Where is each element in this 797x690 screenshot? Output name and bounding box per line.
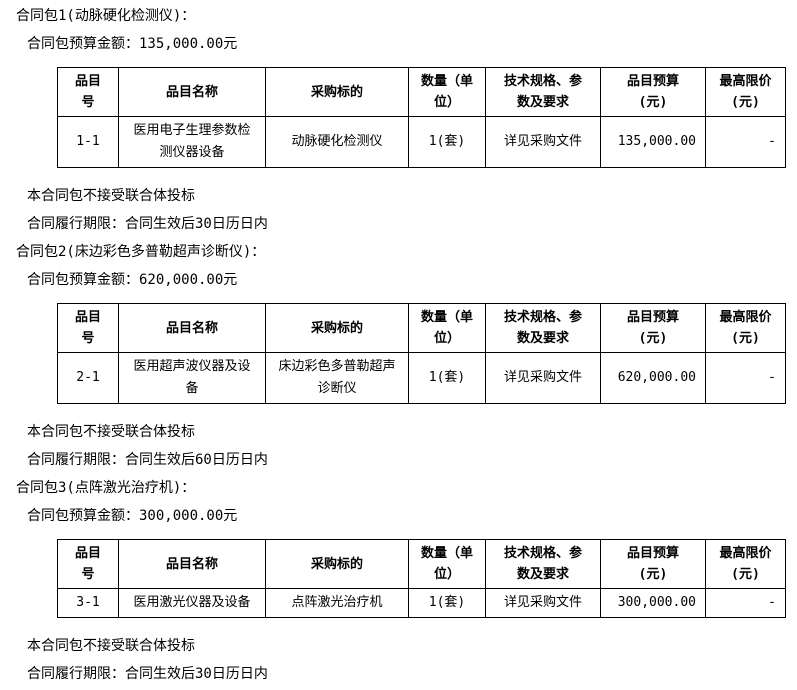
cell-item-no: 3-1 bbox=[57, 588, 119, 618]
package-items-table: 品目 号 品目名称 采购标的 数量（单 位） 技术规格、参 数及要求 品目预算 … bbox=[57, 539, 786, 618]
contract-period-note: 合同履行期限：合同生效后60日历日内 bbox=[27, 452, 268, 468]
cell-tech-spec: 详见采购文件 bbox=[485, 116, 601, 168]
cell-item-budget: 135,000.00 bbox=[600, 116, 706, 168]
cell-max-price: - bbox=[705, 116, 786, 168]
cell-quantity: 1(套) bbox=[408, 588, 486, 618]
table-row: 2-1 医用超声波仪器及设 备 床边彩色多普勒超声 诊断仪 1(套) 详见采购文… bbox=[57, 352, 786, 404]
no-consortium-note: 本合同包不接受联合体投标 bbox=[27, 188, 195, 204]
contract-package-section-1: 合同包1(动脉硬化检测仪)： 合同包预算金额：135,000.00元 品目 号 … bbox=[0, 8, 797, 232]
column-header-tech-spec: 技术规格、参 数及要求 bbox=[485, 67, 601, 117]
cell-item-budget: 300,000.00 bbox=[600, 588, 706, 618]
cell-item-name: 医用激光仪器及设备 bbox=[118, 588, 266, 618]
cell-quantity: 1(套) bbox=[408, 116, 486, 168]
column-header-procurement-target: 采购标的 bbox=[265, 303, 409, 353]
column-header-quantity: 数量（单 位） bbox=[408, 67, 486, 117]
column-header-tech-spec: 技术规格、参 数及要求 bbox=[485, 303, 601, 353]
table-header-row: 品目 号 品目名称 采购标的 数量（单 位） 技术规格、参 数及要求 品目预算 … bbox=[57, 539, 786, 589]
table-row: 3-1 医用激光仪器及设备 点阵激光治疗机 1(套) 详见采购文件 300,00… bbox=[57, 588, 786, 618]
no-consortium-note: 本合同包不接受联合体投标 bbox=[27, 424, 195, 440]
column-header-item-no: 品目 号 bbox=[57, 539, 119, 589]
cell-quantity: 1(套) bbox=[408, 352, 486, 404]
contract-period-note: 合同履行期限：合同生效后30日历日内 bbox=[27, 216, 268, 232]
column-header-procurement-target: 采购标的 bbox=[265, 67, 409, 117]
column-header-item-budget: 品目预算 (元) bbox=[600, 539, 706, 589]
contract-package-section-3: 合同包3(点阵激光治疗机)： 合同包预算金额：300,000.00元 品目 号 … bbox=[0, 480, 797, 682]
cell-tech-spec: 详见采购文件 bbox=[485, 352, 601, 404]
table-header-row: 品目 号 品目名称 采购标的 数量（单 位） 技术规格、参 数及要求 品目预算 … bbox=[57, 67, 786, 117]
column-header-item-name: 品目名称 bbox=[118, 539, 266, 589]
cell-item-name: 医用电子生理参数检 测仪器设备 bbox=[118, 116, 266, 168]
table-header-row: 品目 号 品目名称 采购标的 数量（单 位） 技术规格、参 数及要求 品目预算 … bbox=[57, 303, 786, 353]
cell-procurement-target: 床边彩色多普勒超声 诊断仪 bbox=[265, 352, 409, 404]
cell-tech-spec: 详见采购文件 bbox=[485, 588, 601, 618]
cell-item-budget: 620,000.00 bbox=[600, 352, 706, 404]
column-header-max-price: 最高限价 (元) bbox=[705, 303, 786, 353]
cell-max-price: - bbox=[705, 588, 786, 618]
column-header-item-no: 品目 号 bbox=[57, 303, 119, 353]
column-header-item-budget: 品目预算 (元) bbox=[600, 67, 706, 117]
package-budget-amount: 合同包预算金额：300,000.00元 bbox=[27, 508, 238, 524]
package-title: 合同包2(床边彩色多普勒超声诊断仪)： bbox=[16, 244, 266, 260]
column-header-max-price: 最高限价 (元) bbox=[705, 539, 786, 589]
column-header-procurement-target: 采购标的 bbox=[265, 539, 409, 589]
cell-max-price: - bbox=[705, 352, 786, 404]
cell-procurement-target: 点阵激光治疗机 bbox=[265, 588, 409, 618]
procurement-document: 合同包1(动脉硬化检测仪)： 合同包预算金额：135,000.00元 品目 号 … bbox=[0, 8, 797, 682]
column-header-item-budget: 品目预算 (元) bbox=[600, 303, 706, 353]
column-header-tech-spec: 技术规格、参 数及要求 bbox=[485, 539, 601, 589]
cell-item-name: 医用超声波仪器及设 备 bbox=[118, 352, 266, 404]
package-items-table: 品目 号 品目名称 采购标的 数量（单 位） 技术规格、参 数及要求 品目预算 … bbox=[57, 303, 786, 404]
contract-period-note: 合同履行期限：合同生效后30日历日内 bbox=[27, 666, 268, 682]
column-header-item-no: 品目 号 bbox=[57, 67, 119, 117]
column-header-quantity: 数量（单 位） bbox=[408, 539, 486, 589]
package-items-table: 品目 号 品目名称 采购标的 数量（单 位） 技术规格、参 数及要求 品目预算 … bbox=[57, 67, 786, 168]
contract-package-section-2: 合同包2(床边彩色多普勒超声诊断仪)： 合同包预算金额：620,000.00元 … bbox=[0, 244, 797, 468]
column-header-max-price: 最高限价 (元) bbox=[705, 67, 786, 117]
package-title: 合同包1(动脉硬化检测仪)： bbox=[16, 8, 196, 24]
column-header-item-name: 品目名称 bbox=[118, 67, 266, 117]
package-budget-amount: 合同包预算金额：620,000.00元 bbox=[27, 272, 238, 288]
cell-procurement-target: 动脉硬化检测仪 bbox=[265, 116, 409, 168]
column-header-item-name: 品目名称 bbox=[118, 303, 266, 353]
package-budget-amount: 合同包预算金额：135,000.00元 bbox=[27, 36, 238, 52]
cell-item-no: 2-1 bbox=[57, 352, 119, 404]
table-row: 1-1 医用电子生理参数检 测仪器设备 动脉硬化检测仪 1(套) 详见采购文件 … bbox=[57, 116, 786, 168]
cell-item-no: 1-1 bbox=[57, 116, 119, 168]
package-title: 合同包3(点阵激光治疗机)： bbox=[16, 480, 196, 496]
column-header-quantity: 数量（单 位） bbox=[408, 303, 486, 353]
no-consortium-note: 本合同包不接受联合体投标 bbox=[27, 638, 195, 654]
